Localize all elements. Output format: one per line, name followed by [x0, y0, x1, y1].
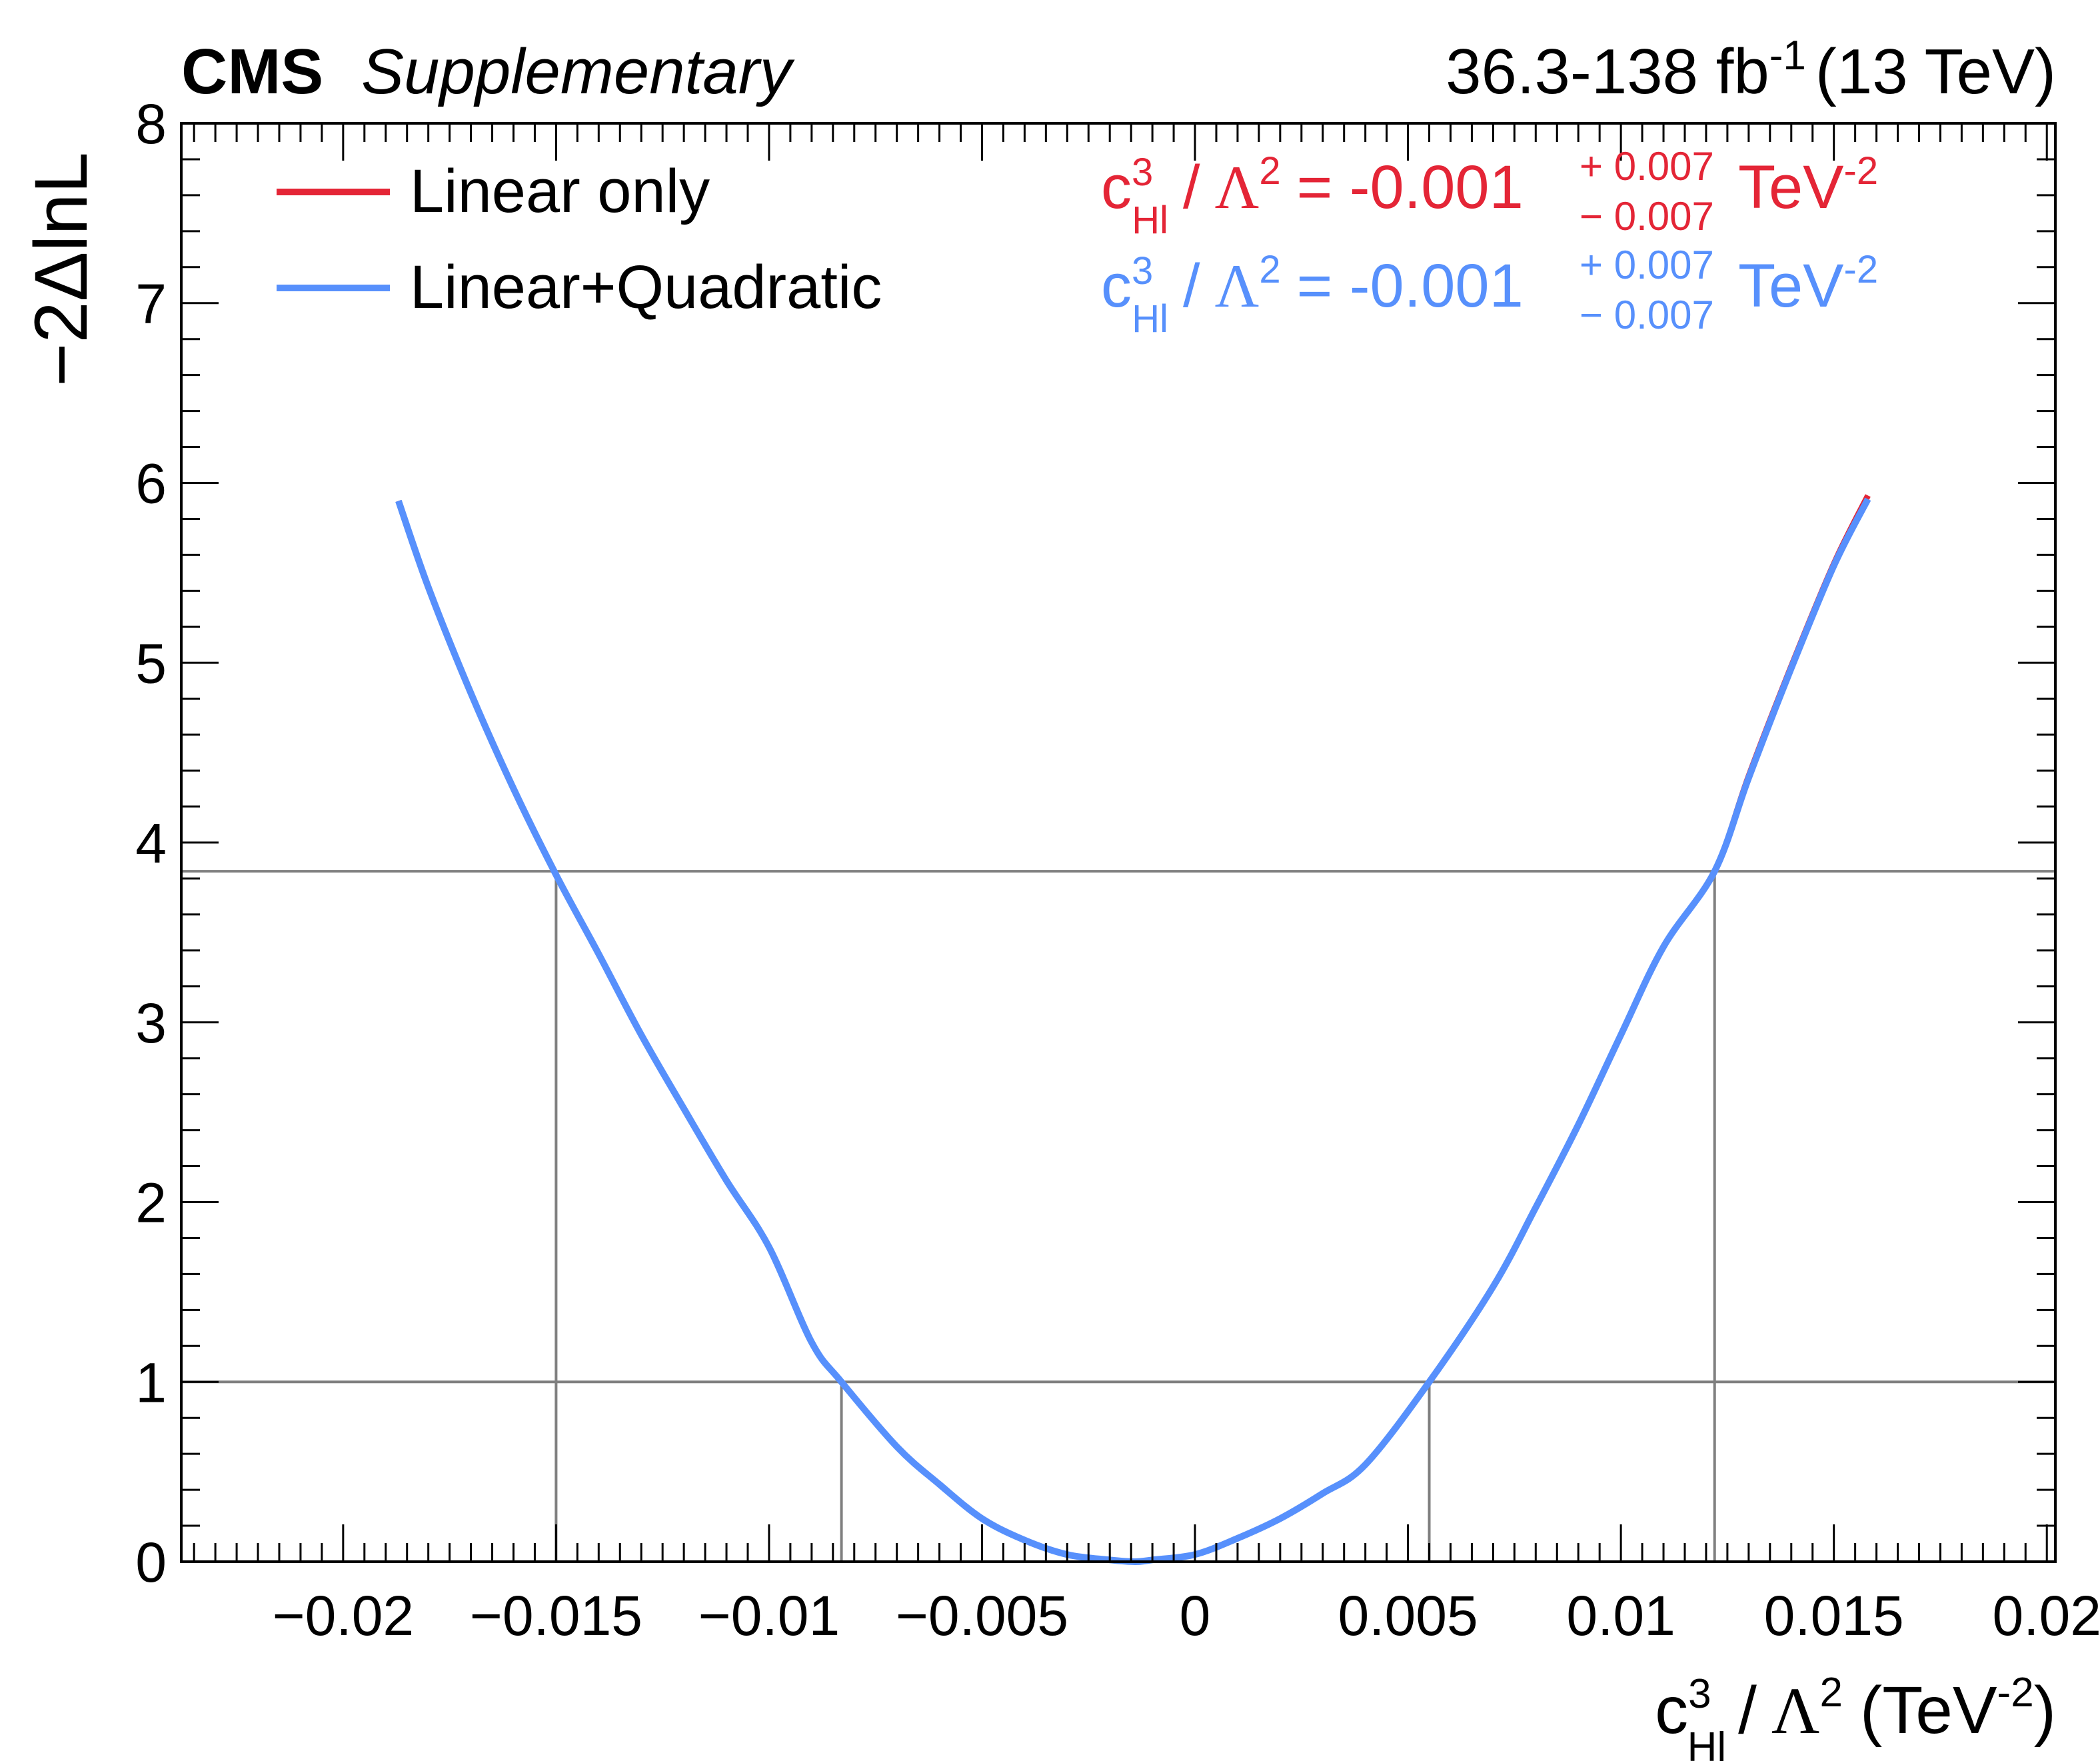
- x-label-sup: 3: [1688, 1671, 1711, 1717]
- x-label-slash: /: [1738, 1673, 1757, 1748]
- x-tick-label: 0: [1180, 1584, 1211, 1647]
- y-tick-label: 4: [135, 812, 167, 875]
- x-tick-label: −0.015: [470, 1584, 642, 1647]
- result-linear-value: = -0.001: [1297, 153, 1524, 221]
- cms-label: CMS: [181, 36, 323, 107]
- y-tick-label: 6: [135, 453, 167, 515]
- result-linear: c3 Hl / Λ2 = -0.001 + 0.007 − 0.007 TeV-2: [1101, 144, 1878, 242]
- reference-lines: [181, 870, 2055, 1562]
- x-tick-label: 0.02: [1992, 1584, 2100, 1647]
- result-quadratic-text: c3 Hl / Λ2 = -0.001: [1101, 248, 1524, 341]
- result-quadratic-lambda-exp: 2: [1259, 248, 1280, 291]
- y-tick-label: 8: [135, 93, 167, 155]
- x-label-unit: (TeV: [1860, 1673, 1997, 1748]
- result-linear-unit-exp: -2: [1844, 149, 1879, 193]
- x-label-sub: Hl: [1687, 1724, 1727, 1763]
- x-tick-label: −0.02: [273, 1584, 415, 1647]
- result-linear-text: c3 Hl / Λ2 = -0.001: [1101, 149, 1524, 242]
- x-tick-label: −0.005: [896, 1584, 1068, 1647]
- x-label-c: c: [1655, 1673, 1688, 1748]
- likelihood-curves: [395, 494, 1871, 1565]
- result-quadratic-c: c: [1101, 252, 1132, 320]
- result-quadratic-sub: Hl: [1132, 297, 1168, 341]
- y-tick-label: 3: [135, 992, 167, 1054]
- lumi-energy-label: 36.3-138 fb-1 (13 TeV): [1446, 33, 2056, 107]
- y-tick-label: 2: [135, 1172, 167, 1234]
- legend: Linear only Linear+Quadratic: [277, 157, 882, 321]
- result-quadratic-value: = -0.001: [1297, 252, 1524, 320]
- x-tick-label: 0.015: [1764, 1584, 1904, 1647]
- x-label-unit-close: ): [2034, 1673, 2056, 1748]
- result-linear-lambda: Λ: [1215, 153, 1260, 221]
- result-quadratic-sup: 3: [1132, 249, 1153, 293]
- result-quadratic-unit-text: TeV: [1738, 252, 1844, 320]
- y-axis-label: −2ΔlnL: [19, 152, 103, 387]
- result-linear-down: − 0.007: [1579, 194, 1714, 239]
- x-axis-label: c3 Hl / Λ2 (TeV-2): [1655, 1670, 2056, 1763]
- result-linear-slash: /: [1183, 153, 1200, 221]
- energy-value: (13 TeV): [1815, 36, 2056, 107]
- result-quadratic-down: − 0.007: [1579, 293, 1714, 337]
- result-quadratic-up: + 0.007: [1579, 243, 1714, 287]
- result-quadratic-lambda: Λ: [1215, 252, 1260, 320]
- result-quadratic-unit: TeV-2: [1738, 248, 1878, 320]
- axis-ticks: [181, 122, 2055, 1563]
- curve-quadratic: [395, 497, 1871, 1565]
- result-linear-c: c: [1101, 153, 1132, 221]
- x-tick-label: −0.01: [698, 1584, 840, 1647]
- legend-label-quadratic: Linear+Quadratic: [410, 253, 882, 321]
- result-linear-lambda-exp: 2: [1259, 149, 1280, 193]
- result-linear-unit-text: TeV: [1738, 153, 1844, 221]
- lumi-value: 36.3-138 fb: [1446, 36, 1769, 107]
- axis-tick-labels: −0.02 −0.015 −0.01 −0.005 0 0.005 0.01 0.015 0.0…: [135, 93, 2100, 1647]
- y-tick-label: 1: [135, 1351, 167, 1414]
- x-label-unit-exp: -2: [1997, 1670, 2034, 1716]
- result-quadratic-slash: /: [1183, 252, 1200, 320]
- x-label-lambda: Λ: [1771, 1674, 1820, 1748]
- result-quadratic-unit-exp: -2: [1844, 248, 1879, 291]
- x-label-lambda-exp: 2: [1819, 1670, 1842, 1716]
- result-linear-sub: Hl: [1132, 199, 1168, 242]
- plot-frame: [180, 122, 2057, 1563]
- result-quadratic: c3 Hl / Λ2 = -0.001 + 0.007 − 0.007 TeV-2: [1101, 243, 1878, 341]
- curve-linear: [395, 494, 1871, 1565]
- supplementary-label: Supplementary: [361, 36, 795, 107]
- lumi-exponent: -1: [1769, 33, 1806, 79]
- y-tick-label: 7: [135, 273, 167, 335]
- result-linear-sup: 3: [1132, 151, 1153, 194]
- y-tick-label: 5: [135, 632, 167, 695]
- y-tick-label: 0: [135, 1531, 167, 1594]
- result-linear-up: + 0.007: [1579, 144, 1714, 189]
- legend-label-linear: Linear only: [410, 157, 710, 225]
- result-linear-unit: TeV-2: [1738, 149, 1878, 221]
- x-tick-label: 0.01: [1566, 1584, 1675, 1647]
- x-tick-label: 0.005: [1338, 1584, 1478, 1647]
